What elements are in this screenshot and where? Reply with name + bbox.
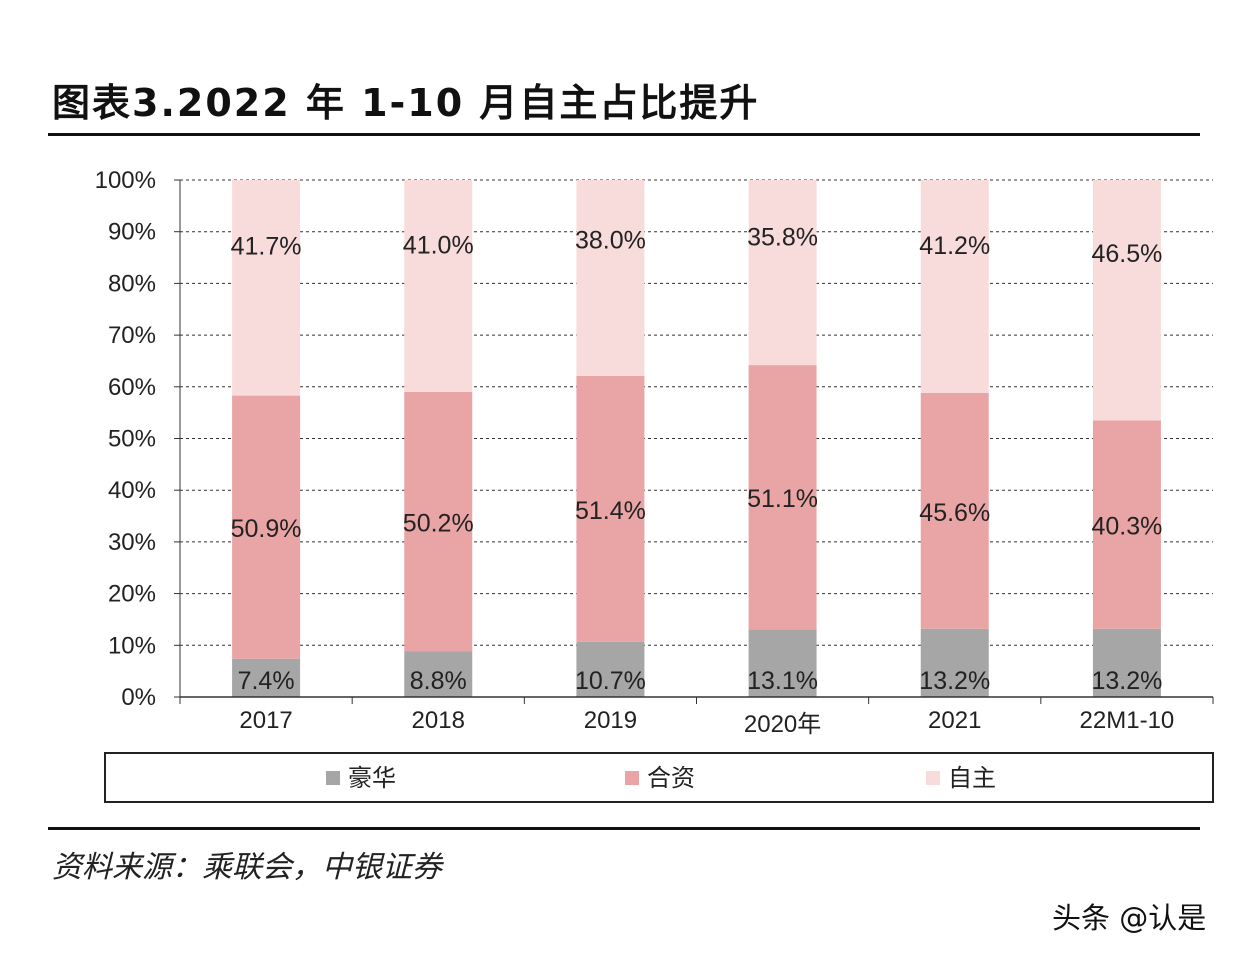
x-tick-label: 22M1-10 bbox=[1080, 707, 1175, 734]
y-tick-label: 80% bbox=[108, 270, 156, 297]
bar-segment bbox=[576, 641, 645, 697]
x-tick-label: 2020年 bbox=[744, 711, 821, 738]
bar-segment bbox=[576, 180, 645, 376]
data-label: 8.8% bbox=[410, 667, 467, 695]
data-label: 35.8% bbox=[747, 224, 818, 252]
data-label: 51.1% bbox=[747, 485, 818, 513]
bar-segment bbox=[1092, 628, 1161, 697]
x-tick-label: 2019 bbox=[584, 707, 637, 734]
bar-segment bbox=[404, 391, 473, 652]
y-tick-label: 100% bbox=[95, 167, 156, 194]
bar-segment bbox=[232, 180, 301, 396]
bar-segment bbox=[232, 658, 301, 697]
data-label: 7.4% bbox=[238, 667, 295, 695]
y-tick-label: 70% bbox=[108, 322, 156, 349]
y-tick-label: 90% bbox=[108, 219, 156, 246]
data-label: 50.2% bbox=[403, 510, 474, 538]
y-tick-label: 40% bbox=[108, 477, 156, 504]
watermark: 头条 @认是 bbox=[1052, 901, 1207, 935]
data-label: 38.0% bbox=[575, 226, 646, 254]
data-label: 51.4% bbox=[575, 497, 646, 525]
legend-swatch bbox=[326, 771, 340, 785]
y-tick-label: 20% bbox=[108, 581, 156, 608]
y-tick-label: 50% bbox=[108, 426, 156, 453]
y-tick-label: 30% bbox=[108, 529, 156, 556]
legend-label: 豪华 bbox=[348, 764, 396, 792]
bar-segment bbox=[920, 628, 989, 697]
bar-segment bbox=[232, 395, 301, 659]
legend-label: 自主 bbox=[948, 764, 996, 792]
data-label: 45.6% bbox=[919, 499, 990, 527]
data-label: 40.3% bbox=[1091, 513, 1162, 541]
x-tick-label: 2018 bbox=[412, 707, 465, 734]
data-label: 41.2% bbox=[919, 232, 990, 260]
bar-segment bbox=[748, 365, 817, 630]
data-label: 10.7% bbox=[575, 667, 646, 695]
source-note: 资料来源：乘联会，中银证券 bbox=[52, 850, 442, 885]
bar-segment bbox=[920, 393, 989, 629]
bar-segment bbox=[576, 375, 645, 642]
data-label: 41.7% bbox=[231, 233, 302, 261]
bar-segment bbox=[404, 651, 473, 697]
chart-title: 图表3.2022 年 1-10 月自主占比提升 bbox=[52, 81, 760, 125]
bar-segment bbox=[1092, 420, 1161, 629]
source-divider bbox=[48, 827, 1200, 830]
bar-segment bbox=[748, 629, 817, 697]
y-tick-label: 10% bbox=[108, 632, 156, 659]
legend-label: 合资 bbox=[647, 764, 695, 792]
bar-segment bbox=[920, 180, 989, 394]
bar-segment bbox=[1092, 180, 1161, 421]
x-tick-label: 2021 bbox=[928, 707, 981, 734]
y-tick-label: 0% bbox=[121, 684, 156, 711]
data-label: 13.2% bbox=[919, 667, 990, 695]
title-divider bbox=[48, 133, 1200, 136]
data-label: 46.5% bbox=[1091, 240, 1162, 268]
legend-box bbox=[104, 752, 1214, 803]
legend-swatch bbox=[926, 771, 940, 785]
x-tick-label: 2017 bbox=[239, 707, 292, 734]
data-label: 41.0% bbox=[403, 232, 474, 260]
bar-segment bbox=[748, 180, 817, 366]
data-label: 50.9% bbox=[231, 515, 302, 543]
legend-swatch bbox=[625, 771, 639, 785]
bar-segment bbox=[404, 180, 473, 392]
y-tick-label: 60% bbox=[108, 374, 156, 401]
data-label: 13.1% bbox=[747, 667, 818, 695]
data-label: 13.2% bbox=[1091, 667, 1162, 695]
